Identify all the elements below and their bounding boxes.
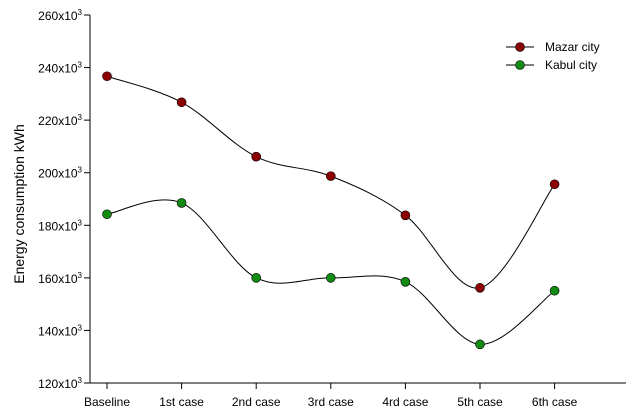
x-tick-label: Baseline: [84, 395, 130, 409]
series-line-1: [106, 75, 556, 289]
x-tick-label: 5th case: [457, 395, 503, 409]
data-point: [400, 210, 411, 221]
y-tick-label: 260x103: [38, 8, 82, 23]
data-point: [549, 285, 560, 296]
data-point: [475, 339, 485, 350]
series-line-2: [106, 199, 555, 345]
y-axis: 120x103 140x103 160x103 180x103 200x103 220x1…: [38, 8, 91, 391]
x-tick-label: 4rd case: [382, 395, 428, 409]
y-tick-label: 140x103: [38, 323, 82, 338]
y-tick-label: 120x103: [38, 376, 82, 391]
data-point: [251, 273, 262, 283]
y-tick-label: 240x103: [38, 61, 82, 76]
x-tick-label: 6th case: [532, 395, 578, 409]
data-point: [102, 209, 112, 220]
data-point: [549, 179, 560, 190]
legend-label: Kabul city: [545, 58, 597, 72]
x-axis: Baseline 1st case 2nd case 3rd case 4rd case…: [84, 382, 626, 409]
data-point: [251, 151, 262, 162]
legend-marker: [515, 60, 525, 70]
y-tick-label: 200x103: [38, 166, 82, 181]
data-point: [400, 276, 411, 287]
y-axis-label: Energy consumption kWh: [11, 124, 27, 284]
series-layer: [102, 71, 560, 350]
legend-label: Mazar city: [545, 40, 600, 54]
data-point: [102, 71, 112, 82]
x-tick-label: 3rd case: [308, 395, 354, 409]
data-point: [325, 273, 336, 283]
data-point: [325, 171, 336, 181]
data-point: [176, 97, 187, 108]
legend-marker: [515, 42, 525, 52]
x-tick-label: 1st case: [159, 395, 204, 409]
x-tick-label: 2nd case: [232, 395, 281, 409]
legend: Mazar city Kabul city: [506, 40, 600, 72]
y-tick-label: 160x103: [38, 271, 82, 286]
data-point: [176, 198, 187, 208]
y-tick-label: 220x103: [38, 113, 82, 128]
data-point: [475, 283, 485, 293]
y-tick-label: 180x103: [38, 218, 82, 233]
